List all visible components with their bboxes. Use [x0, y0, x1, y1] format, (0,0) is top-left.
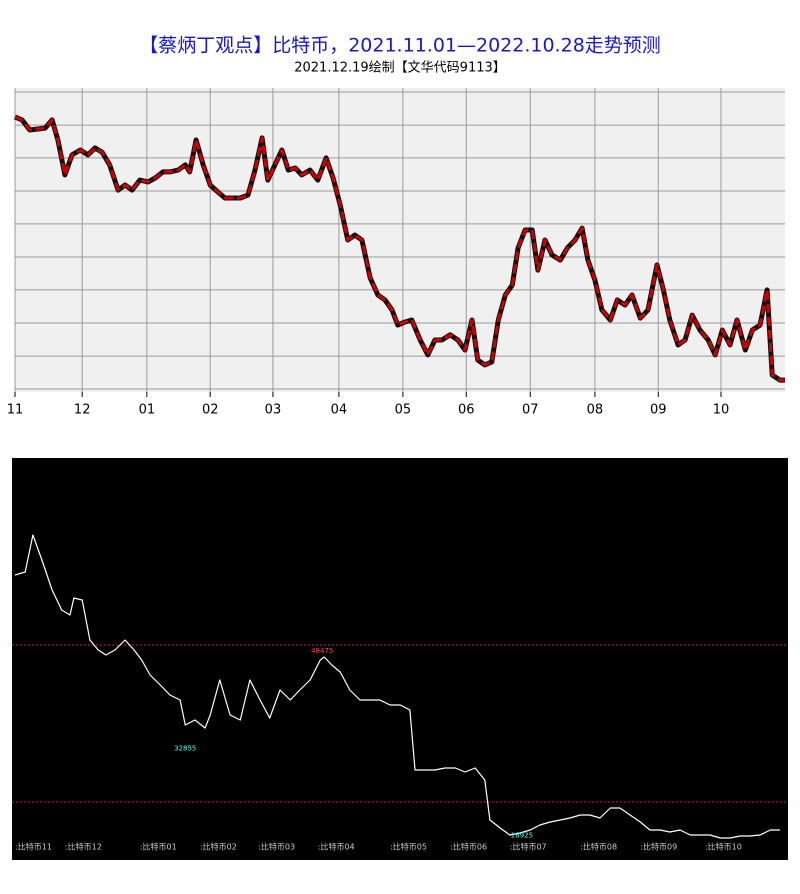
x-tick-label: :比特币09	[640, 842, 677, 852]
x-tick-label: :比特币08	[580, 842, 617, 852]
price-annotation: 48475	[311, 647, 333, 655]
x-tick-label: 10	[713, 403, 730, 418]
x-tick-label: 05	[395, 403, 412, 418]
x-tick-label: 07	[522, 403, 539, 418]
x-tick-label: :比特币01	[140, 842, 177, 852]
price-annotation: 18925	[511, 832, 533, 840]
x-tick-label: 01	[139, 403, 156, 418]
x-tick-label: :比特币04	[318, 842, 355, 852]
x-tick-label: :比特币02	[200, 842, 237, 852]
x-tick-label: 04	[331, 403, 348, 418]
plot-background	[12, 458, 788, 860]
x-tick-label: 11	[7, 403, 24, 418]
x-tick-label: :比特币05	[390, 842, 427, 852]
x-tick-label: 08	[587, 403, 604, 418]
x-tick-label: :比特币12	[65, 842, 102, 852]
plot-background	[15, 88, 785, 392]
x-tick-label: 02	[202, 403, 219, 418]
chart-subtitle: 2021.12.19绘制【文华代码9113】	[294, 61, 506, 76]
x-tick-label: :比特币07	[510, 842, 547, 852]
x-tick-label: 12	[74, 403, 91, 418]
x-tick-label: 03	[265, 403, 282, 418]
x-tick-label: 09	[650, 403, 667, 418]
chart-title: 【蔡炳丁观点】比特币，2021.11.01—2022.10.28走势预测	[139, 35, 661, 57]
price-line	[14, 534, 780, 839]
x-tick-label: :比特币03	[258, 842, 295, 852]
x-tick-label: 06	[458, 403, 475, 418]
forecast-line	[14, 115, 785, 382]
x-tick-label: :比特币10	[705, 842, 742, 852]
x-tick-label: :比特币06	[450, 842, 487, 852]
x-tick-label: :比特币11	[15, 842, 52, 852]
price-annotation: 32855	[174, 745, 196, 753]
